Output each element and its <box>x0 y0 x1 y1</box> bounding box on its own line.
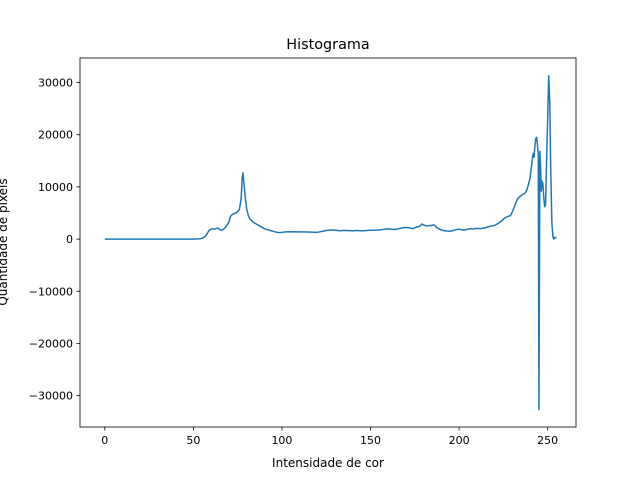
x-tick-label: 150 <box>360 434 381 447</box>
y-tick-label: −30000 <box>29 390 73 403</box>
y-axis-label: Quantidade de pixels <box>0 178 10 305</box>
x-tick-label: 50 <box>186 434 200 447</box>
x-tick-label: 200 <box>449 434 470 447</box>
y-tick-label: 10000 <box>38 181 73 194</box>
y-tick-label: −10000 <box>29 285 73 298</box>
y-tick-label: 0 <box>66 233 73 246</box>
x-tick-label: 250 <box>537 434 558 447</box>
x-axis-ticks: 0 50 100 150 200 250 <box>101 427 558 447</box>
x-axis-label: Intensidade de cor <box>272 456 384 470</box>
y-axis-ticks: −30000 −20000 −10000 0 10000 20000 30000 <box>29 77 80 403</box>
histogram-line <box>104 75 557 411</box>
chart-title: Histograma <box>286 37 369 53</box>
y-tick-label: 20000 <box>38 129 73 142</box>
y-tick-label: 30000 <box>38 77 73 90</box>
plot-frame <box>79 57 577 428</box>
y-tick-label: −20000 <box>29 337 73 350</box>
x-tick-label: 0 <box>101 434 108 447</box>
x-tick-label: 100 <box>271 434 292 447</box>
